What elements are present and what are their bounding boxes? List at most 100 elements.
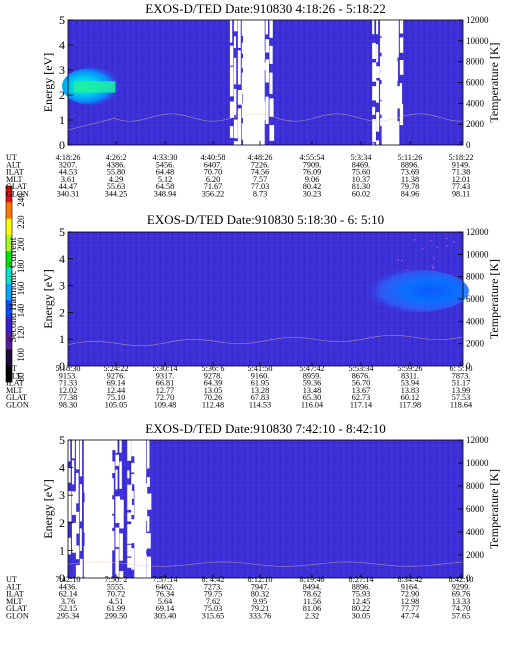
y2-tick-label: 8000	[466, 481, 485, 491]
speckle-dot	[452, 241, 455, 243]
y-tick-label: 3	[59, 63, 65, 77]
table-cell: 5555.	[107, 582, 125, 591]
gap-segment	[127, 524, 132, 544]
table-cell: 79.21	[251, 604, 269, 613]
table-cell: 6407.	[204, 160, 222, 169]
gap-segment	[79, 528, 82, 552]
y2-tick-label: 0	[466, 573, 471, 583]
y-axis-label: Energy [eV]	[41, 269, 55, 328]
table-cell: 8: 4:42	[202, 575, 225, 584]
gap-segment	[75, 565, 81, 578]
table-cell: 12.02	[59, 386, 77, 395]
gap-segment	[237, 50, 241, 85]
temperature-trace	[67, 334, 464, 347]
colorbar-swatches	[6, 186, 12, 383]
y-tick-label: 0	[59, 359, 65, 373]
speckle-dot	[431, 264, 434, 267]
colorbar-tick-label: 140	[16, 303, 26, 317]
gap-segment	[269, 124, 275, 141]
y2-tick-label: 2000	[466, 119, 485, 129]
y-tick-label: 4	[59, 38, 65, 52]
panel-title: EXOS-D/TED Date:910830 4:18:26 - 5:18:22	[145, 1, 385, 16]
speckle-dot	[446, 245, 449, 247]
table-cell: 72.90	[401, 590, 419, 599]
table-cell: 64.58	[156, 182, 174, 191]
row-label: UT	[6, 364, 17, 373]
table-cell: 4386.	[107, 160, 125, 169]
colorbar-swatch	[6, 235, 12, 252]
gap-segment	[233, 57, 237, 85]
speckle-dot	[445, 237, 448, 240]
table-cell: 8:12:10	[247, 575, 272, 584]
y-tick-label: 2	[59, 305, 65, 319]
y-tick-label: 0	[59, 138, 65, 152]
row-label: UT	[6, 575, 17, 584]
table-cell: 8676.	[352, 371, 370, 380]
colorbar: Second Harmonic Current 240 220 200 180 160 1…	[5, 185, 26, 383]
colorbar-swatch	[6, 284, 12, 301]
table-cell: 61.99	[107, 604, 125, 613]
table-cell: 2.32	[305, 612, 319, 621]
gap-segment	[372, 86, 377, 101]
table-cell: 295.34	[57, 612, 80, 621]
gap-segment	[241, 58, 244, 69]
table-cell: 114.53	[249, 401, 271, 410]
table-cell: 4:18:26	[55, 153, 80, 162]
table-cell: 12.44	[107, 386, 125, 395]
y2-tick-label: 2000	[466, 339, 485, 349]
table-cell: 74.70	[452, 604, 470, 613]
speckle-dot	[429, 240, 432, 242]
table-cell: 7.57	[253, 175, 267, 184]
gap-segment	[265, 96, 269, 124]
data-gap	[229, 20, 275, 145]
table-cell: 112.48	[202, 401, 224, 410]
table-cell: 5:36: 6	[202, 364, 225, 373]
speckle-dot	[433, 257, 436, 260]
y2-tick-label: 6000	[466, 78, 485, 88]
y2-axis-label: Temperature [K]	[487, 259, 501, 339]
table-cell: 5:41:50	[247, 364, 272, 373]
table-cell: 77.38	[59, 393, 77, 402]
table-cell: 60.02	[352, 190, 370, 199]
table-cell: 3207.	[59, 160, 77, 169]
spectrogram-background	[68, 20, 463, 145]
y-axis-label: Energy [eV]	[41, 53, 55, 112]
gap-segment	[131, 490, 134, 499]
gap-segment	[399, 59, 404, 75]
table-cell: 3.61	[61, 175, 75, 184]
colorbar-tick-label: 120	[16, 326, 26, 340]
data-gap	[68, 440, 124, 578]
gap-segment	[399, 83, 403, 105]
table-cell: 65.30	[303, 393, 321, 402]
y2-tick-label: 0	[466, 140, 471, 150]
table-cell: 117.98	[399, 401, 421, 410]
table-cell: 57.53	[452, 393, 470, 402]
y-tick-label: 4	[59, 461, 65, 475]
table-cell: 47.74	[401, 612, 419, 621]
table-cell: 74.56	[251, 168, 269, 177]
table-cell: 305.40	[154, 612, 177, 621]
y2-axis-label: Temperature [K]	[487, 42, 501, 122]
table-cell: 77.77	[401, 604, 419, 613]
row-label: MLT	[6, 386, 23, 395]
gap-segment	[229, 45, 234, 66]
row-label: ALT	[6, 582, 21, 591]
gap-core	[242, 20, 265, 145]
table-cell: 6: 5:10	[450, 364, 473, 373]
gap-segment	[131, 474, 136, 485]
table-cell: 98.30	[59, 401, 77, 410]
table-cell: 356.22	[202, 190, 225, 199]
gap-segment	[79, 558, 83, 578]
colorbar-swatch	[6, 333, 12, 350]
gap-segment	[372, 106, 376, 115]
table-cell: 5:30:14	[152, 364, 177, 373]
table-cell: 64.39	[204, 379, 222, 388]
temperature-trace	[67, 113, 464, 131]
y-tick-label: 1	[59, 332, 65, 346]
colorbar-swatch	[6, 316, 12, 334]
table-cell: 12.98	[401, 597, 419, 606]
table-cell: 56.70	[352, 379, 370, 388]
table-cell: 69.14	[156, 604, 174, 613]
gap-segment	[75, 545, 80, 560]
